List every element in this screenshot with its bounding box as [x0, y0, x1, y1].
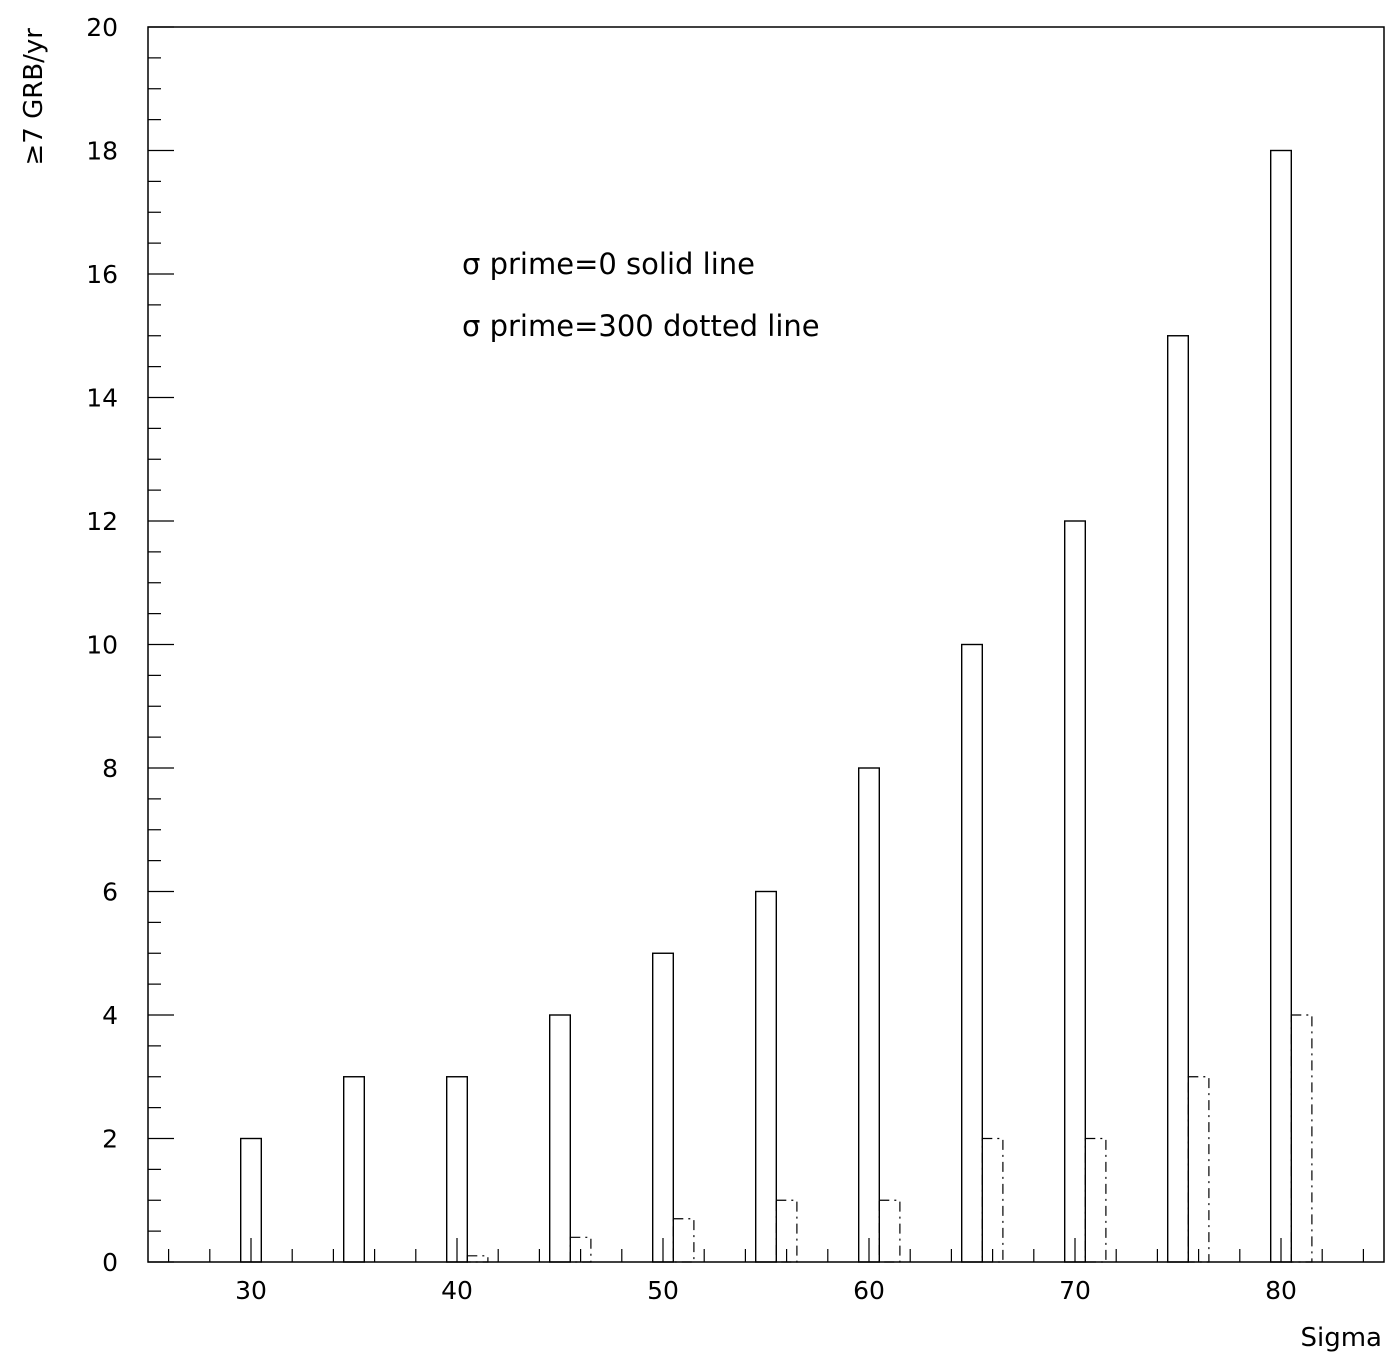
plot-frame: [147, 26, 1385, 1263]
annotation-dotted-line: σ prime=300 dotted line: [462, 309, 820, 343]
solid-bar: [1166, 335, 1189, 1263]
solid-bar: [1269, 149, 1292, 1263]
solid-bar: [858, 767, 881, 1263]
x-axis-ticks: 30 40 50 60 70 80: [168, 1238, 1365, 1305]
dotted-bar: [466, 1255, 489, 1263]
y-tick-label: 0: [102, 1248, 118, 1277]
y-tick-label: 20: [86, 13, 118, 42]
dotted-series: [466, 1014, 1313, 1263]
dotted-bar: [1084, 1137, 1107, 1263]
dotted-bar: [775, 1199, 798, 1263]
dotted-bar: [672, 1218, 695, 1263]
y-tick-label: 8: [102, 754, 118, 783]
x-tick-label: 80: [1265, 1276, 1297, 1305]
dotted-bar: [878, 1199, 901, 1263]
solid-series: [239, 149, 1292, 1263]
y-tick-label: 16: [86, 260, 118, 289]
y-tick-label: 6: [102, 878, 118, 907]
y-tick-label: 18: [86, 137, 118, 166]
x-tick-label: 50: [647, 1276, 679, 1305]
solid-bar: [1063, 520, 1086, 1263]
dotted-bar: [1290, 1014, 1313, 1263]
x-tick-label: 70: [1059, 1276, 1091, 1305]
y-tick-label: 14: [86, 384, 118, 413]
solid-bar: [961, 643, 984, 1263]
solid-bar: [755, 890, 778, 1263]
solid-bar: [652, 952, 675, 1263]
x-tick-label: 40: [441, 1276, 473, 1305]
annotation-solid-line: σ prime=0 solid line: [462, 247, 755, 281]
y-tick-label: 10: [86, 631, 118, 660]
solid-bar: [549, 1014, 572, 1263]
x-axis-title: Sigma: [1301, 1323, 1383, 1353]
x-tick-label: 60: [853, 1276, 885, 1305]
y-tick-label: 4: [102, 1001, 118, 1030]
dotted-bar: [1187, 1076, 1210, 1263]
x-tick-label: 30: [235, 1276, 267, 1305]
solid-bar: [446, 1076, 469, 1263]
y-tick-label: 2: [102, 1125, 118, 1154]
solid-bar: [343, 1076, 366, 1263]
dotted-bar: [981, 1137, 1004, 1263]
y-tick-label: 12: [86, 507, 118, 536]
y-axis-title: ≥7 GRB/yr: [19, 28, 49, 166]
solid-bar: [239, 1137, 262, 1263]
y-axis-ticks: 0 2 4 6 8 10 12 14 16 18 20: [86, 13, 174, 1277]
